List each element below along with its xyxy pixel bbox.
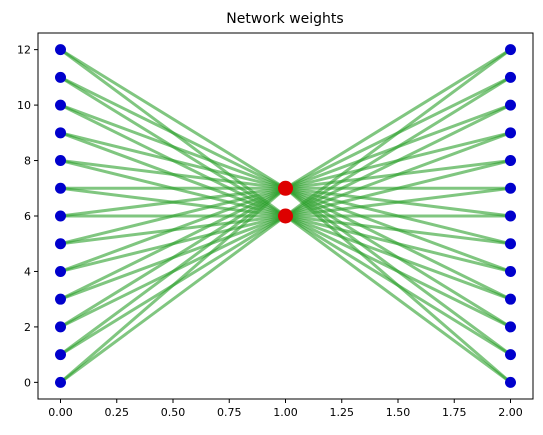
edge-line-48 [284,76,512,218]
node-point-2-2 [505,321,516,333]
x-tick-label: 0.50 [161,406,186,419]
x-tick-label: 1.25 [330,406,355,419]
node-point-2-8 [505,155,516,167]
edge-line-36 [285,214,511,246]
node-point-0-6 [55,210,66,222]
x-tick-label: 0.00 [48,406,73,419]
node-point-0-4 [55,265,66,277]
node-point-0-2 [55,321,66,333]
edge-line-8 [60,214,286,273]
chart-title: Network weights [226,11,343,27]
x-tick-label: 2.00 [498,406,523,419]
x-tick-label: 1.00 [273,406,298,419]
edge-line-50 [284,48,512,218]
y-tick-label: 12 [17,44,31,57]
node-point-0-7 [55,182,66,194]
node-point-2-3 [505,293,516,305]
y-tick-label: 6 [24,210,31,223]
node-point-2-12 [505,44,516,56]
edge-line-26 [284,214,512,384]
edge-line-28 [284,214,512,356]
node-point-1-0 [278,208,293,224]
edge-line-10 [60,214,286,246]
node-point-0-5 [55,238,66,250]
edge-line-24 [59,48,287,218]
y-tick-label: 2 [24,321,31,334]
node-point-2-7 [505,182,516,194]
edge-line-0 [59,214,287,384]
edge-line-30 [284,214,512,329]
edges-layer [59,48,512,384]
y-tick-label: 10 [17,99,31,112]
node-point-0-8 [55,155,66,167]
edge-line-40 [285,186,511,218]
node-point-0-12 [55,44,66,56]
edge-line-25 [59,48,287,190]
node-point-0-1 [55,349,66,361]
node-point-2-5 [505,238,516,250]
edge-line-20 [59,103,287,218]
edge-line-14 [60,186,286,218]
node-point-2-0 [505,376,516,388]
node-point-2-4 [505,265,516,277]
edge-line-34 [285,214,511,273]
node-point-0-3 [55,293,66,305]
x-axis: 0.00 0.25 0.50 0.75 1.00 1.25 1.50 1.75 2.00 [48,399,523,419]
edge-line-4 [59,214,287,329]
node-point-0-10 [55,99,66,111]
node-point-0-0 [55,376,66,388]
edge-line-6 [59,214,287,301]
y-tick-label: 8 [24,155,31,168]
x-tick-label: 0.75 [217,406,242,419]
node-point-0-11 [55,71,66,83]
x-tick-label: 1.75 [442,406,467,419]
x-tick-label: 0.25 [105,406,130,419]
y-tick-label: 0 [24,376,31,389]
edge-line-42 [285,159,511,218]
edge-line-46 [284,103,512,218]
edge-line-18 [59,131,287,218]
y-axis: 0 2 4 6 8 10 12 [17,44,38,389]
edge-line-51 [284,48,512,190]
node-point-0-9 [55,127,66,139]
y-tick-label: 4 [24,265,31,278]
edge-line-16 [60,159,286,218]
x-tick-label: 1.50 [386,406,411,419]
node-point-2-11 [505,71,516,83]
node-point-1-1 [278,180,293,196]
nodes-layer [55,44,516,388]
edge-line-32 [284,214,512,301]
node-point-2-6 [505,210,516,222]
node-point-2-9 [505,127,516,139]
edge-line-2 [59,214,287,356]
edge-line-44 [284,131,512,218]
edge-line-22 [59,76,287,218]
node-point-2-10 [505,99,516,111]
node-point-2-1 [505,349,516,361]
